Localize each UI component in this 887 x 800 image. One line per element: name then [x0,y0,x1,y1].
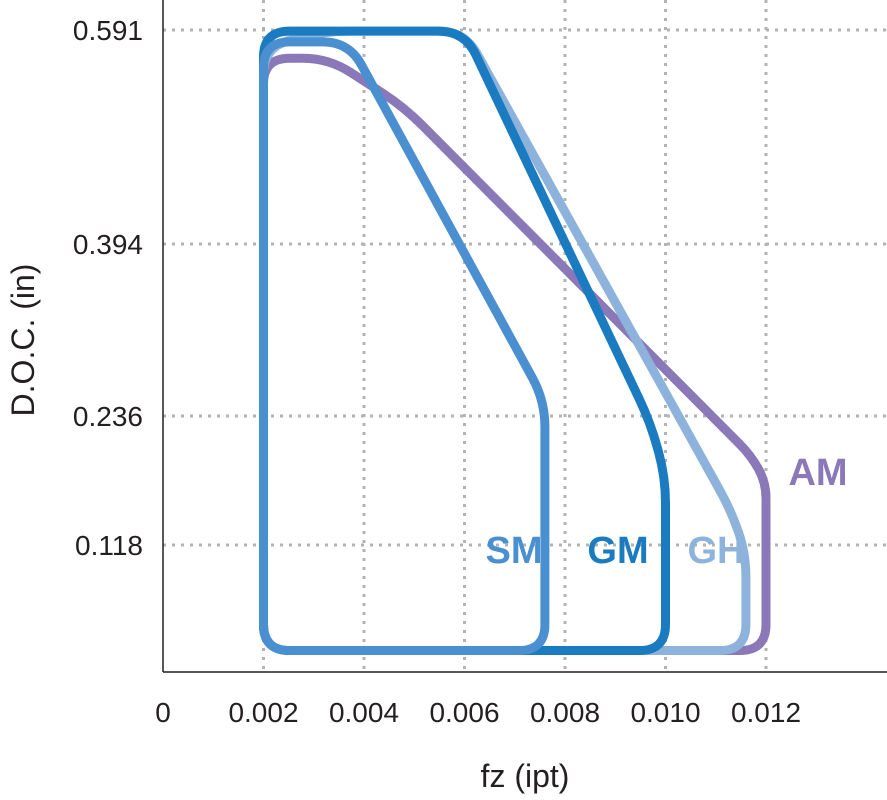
x-axis-title: fz (ipt) [481,758,570,794]
x-tick-label: 0.008 [530,697,600,728]
x-tick-label: 0 [155,697,171,728]
x-tick-label: 0.004 [329,697,399,728]
series-lines [259,26,771,655]
x-tick-label: 0.010 [630,697,700,728]
x-tick-label: 0.002 [228,697,298,728]
y-tick-label: 0.236 [73,401,143,432]
series-label-sm: SM [486,530,543,572]
series-label-gm: GM [587,530,648,572]
x-tick-label: 0.006 [429,697,499,728]
series-labels: AM GH GM SM [486,452,848,572]
y-tick-label: 0.394 [73,229,143,260]
y-tick-label: 0.118 [75,530,143,561]
series-label-am: AM [788,452,847,494]
y-tick-label: 0.591 [73,15,143,46]
series-label-gh: GH [688,530,745,572]
tick-labels: 0 0.002 0.004 0.006 0.008 0.010 0.012 0.118 0.23… [73,15,801,728]
x-tick-label: 0.012 [731,697,801,728]
axes [162,0,887,673]
y-axis-title: D.O.C. (in) [5,264,41,417]
series-line-sm [259,37,550,655]
